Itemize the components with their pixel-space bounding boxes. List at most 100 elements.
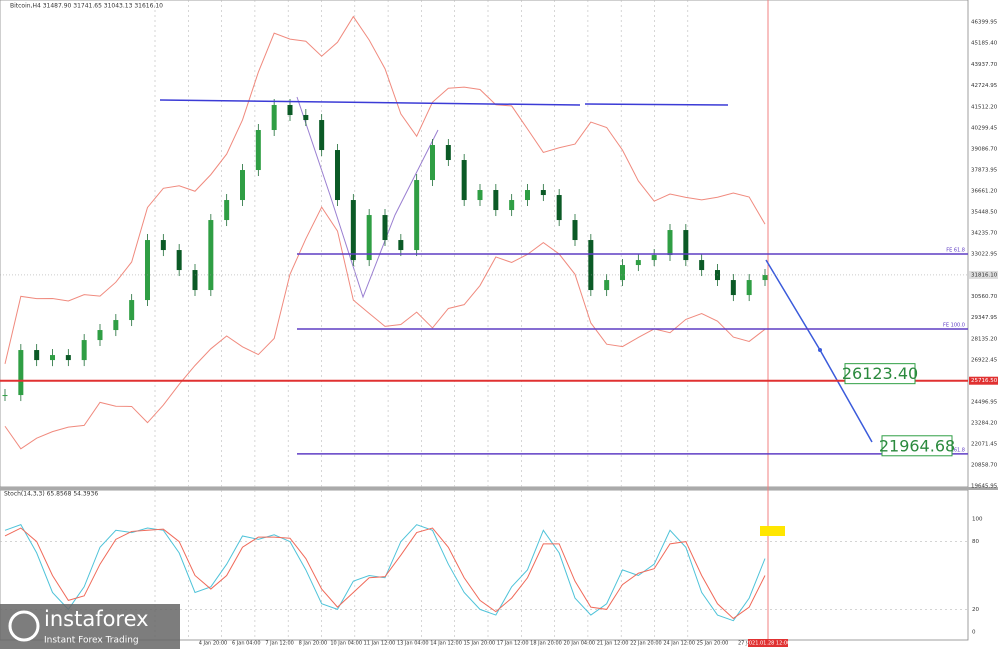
- price-label: 29347.95: [971, 315, 998, 321]
- target-label: 21964.68: [879, 436, 955, 455]
- time-label: 11 Jan 12:00: [364, 641, 396, 647]
- price-label: 43937.70: [971, 62, 998, 68]
- candle: [509, 200, 515, 211]
- candle: [319, 120, 325, 151]
- time-label: 18 Jan 20:00: [530, 641, 562, 647]
- support-tag: [969, 376, 998, 385]
- candle: [477, 190, 483, 201]
- candle: [604, 280, 610, 291]
- logo-bg: [0, 604, 180, 649]
- price-label: 41512.20: [971, 104, 998, 110]
- candle: [34, 350, 40, 361]
- candle: [525, 190, 530, 201]
- candle: [556, 195, 562, 221]
- price-label: 42724.95: [971, 83, 998, 89]
- stoch-d: [4, 527, 766, 620]
- price-label: 28135.20: [971, 336, 998, 342]
- time-label: 4 Jan 20:00: [199, 641, 227, 647]
- candle: [588, 240, 594, 291]
- candle: [430, 145, 435, 181]
- fib-label: FE 100.0: [943, 322, 965, 328]
- time-label: 6 Jan 04:00: [232, 641, 260, 647]
- candle: [445, 145, 451, 161]
- current-time: 2021.01.28 12:00: [746, 641, 791, 647]
- time-marker: [748, 639, 788, 647]
- candle: [414, 180, 420, 251]
- time-label: 7 Jan 12:00: [265, 641, 293, 647]
- time-label: 17 Jan 12:00: [497, 641, 529, 647]
- time-label: 21 Jan 12:00: [597, 641, 629, 647]
- logo-icon: [8, 610, 40, 642]
- price-label: 46399.95: [971, 20, 998, 26]
- stoch-level-label: 0: [972, 630, 976, 636]
- resistance-line: [584, 103, 729, 106]
- pane-divider: [0, 487, 998, 490]
- candle: [240, 170, 245, 201]
- candle: [160, 240, 166, 251]
- candle: [224, 200, 230, 221]
- time-label: 13 Jan 04:00: [397, 641, 429, 647]
- price-label: 23284.20: [971, 420, 998, 426]
- resistance-line: [159, 99, 581, 106]
- candle: [651, 255, 657, 261]
- candle: [2, 395, 8, 397]
- candle: [382, 215, 388, 241]
- candle: [730, 280, 736, 296]
- candle: [113, 320, 119, 331]
- target-label: 26123.40: [842, 364, 918, 383]
- candle: [493, 190, 499, 211]
- candle: [271, 105, 277, 131]
- time-label: 15 Jan 20:00: [464, 641, 496, 647]
- price-label: 30560.70: [971, 294, 998, 300]
- logo-brand: instaforex: [44, 607, 149, 631]
- price-label: 22071.45: [971, 441, 998, 447]
- logo-tagline: Instant Forex Trading: [44, 636, 139, 646]
- price-label: 36661.20: [971, 188, 998, 194]
- candle: [145, 240, 150, 301]
- candle: [635, 260, 641, 266]
- stoch-title: Stoch(14,3,3) 65.8568 54.3936: [4, 491, 98, 498]
- zigzag: [296, 96, 439, 299]
- time-label: 22 Jan 20:00: [630, 641, 662, 647]
- stoch-level-label: 20: [972, 607, 979, 613]
- candle: [762, 275, 768, 281]
- price-label: 20858.70: [971, 462, 998, 468]
- time-label: 27 Jan: [738, 641, 754, 647]
- stoch-level-label: 100: [972, 517, 983, 523]
- candle: [255, 130, 261, 171]
- target-box: [881, 435, 953, 457]
- candle: [303, 115, 309, 121]
- candle: [97, 330, 103, 341]
- time-label: 14 Jan 12:00: [430, 641, 462, 647]
- candle: [176, 250, 182, 271]
- projection-node: [818, 348, 822, 352]
- fib-label: FE 161.8: [943, 447, 965, 453]
- time-label: 20 Jan 04:00: [563, 641, 595, 647]
- candle: [208, 220, 214, 291]
- candle: [18, 350, 24, 396]
- candle: [572, 220, 578, 241]
- candle: [350, 200, 356, 261]
- price-tag-label: 31816.10: [971, 272, 998, 278]
- band-upper: [4, 15, 766, 364]
- candle: [667, 230, 673, 256]
- candle: [192, 270, 198, 291]
- price-label: 24496.95: [971, 399, 998, 405]
- candle: [683, 230, 689, 261]
- stoch-k: [4, 524, 766, 622]
- candle: [287, 105, 293, 116]
- candle: [461, 160, 467, 201]
- candle: [129, 300, 135, 321]
- time-label: 25 Jan 20:00: [697, 641, 729, 647]
- time-label: 24 Jan 12:00: [663, 641, 695, 647]
- price-label: 45185.40: [971, 41, 998, 47]
- target-box: [844, 363, 916, 385]
- price-label: 19645.95: [971, 484, 998, 490]
- price-label: 33022.95: [971, 252, 998, 258]
- candle: [50, 355, 55, 361]
- price-label: 37873.95: [971, 167, 998, 173]
- candle: [81, 340, 87, 361]
- candle: [398, 240, 404, 251]
- candle: [366, 215, 372, 261]
